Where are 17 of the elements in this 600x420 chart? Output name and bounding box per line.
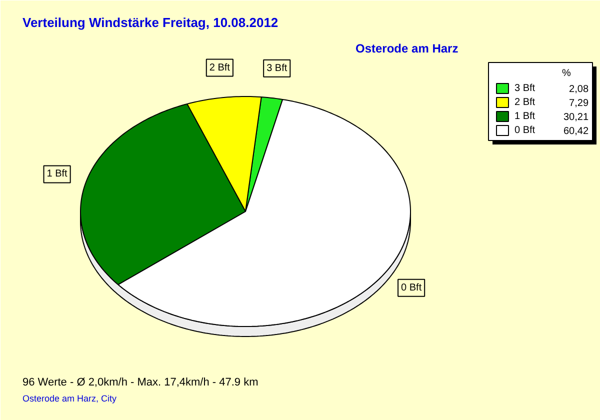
text: 96 Werte - Ø 2,0km/h - Max. 17,4km/h - 47.9 km [22, 376, 258, 388]
legend-label: 0 Bft [514, 125, 536, 136]
legend-label: 2 Bft [514, 97, 536, 108]
slice-label: 0 Bft [401, 282, 422, 294]
data-label: 60,42 [563, 126, 589, 137]
chart-subtitle: Osterode am Harz [356, 42, 458, 56]
legend-label: 3 Bft [514, 83, 536, 94]
data-label: 7,29 [569, 98, 589, 109]
slice-label: 1 Bft [46, 168, 68, 180]
legend-label: 1 Bft [514, 111, 536, 122]
chart-title: Verteilung Windstärke Freitag, 10.08.2012 [22, 15, 278, 30]
data-label: 2,08 [569, 84, 589, 95]
text: Osterode am Harz, City [22, 394, 118, 404]
data-label: 30,21 [563, 112, 589, 123]
slice-label: 2 Bft [209, 62, 230, 74]
slice-label: 3 Bft [266, 62, 288, 74]
legend-title: % [562, 68, 572, 79]
